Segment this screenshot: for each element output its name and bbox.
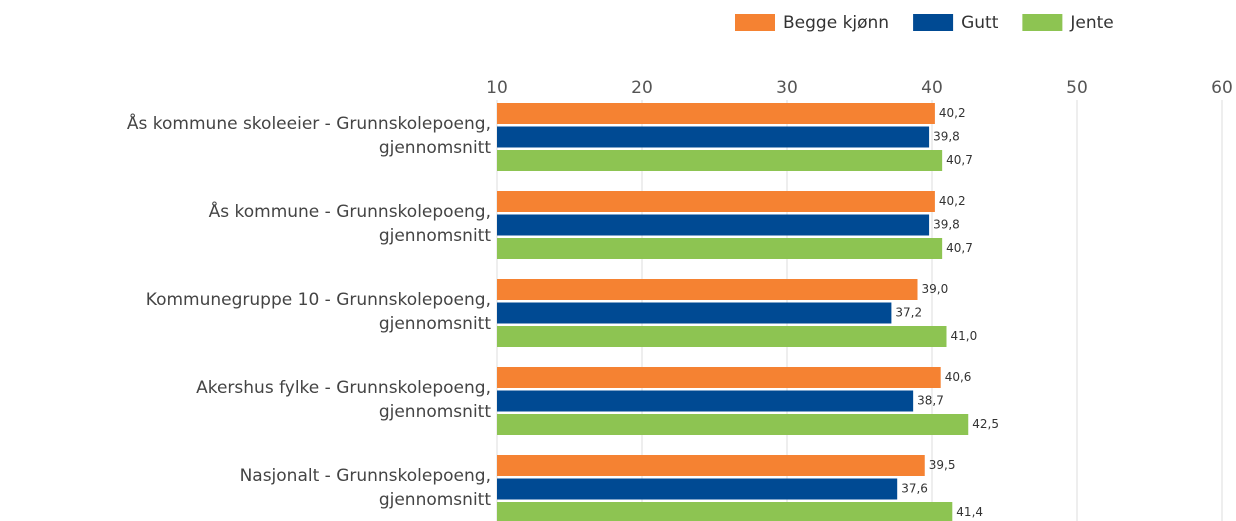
value-label: 38,7 [917, 394, 944, 408]
bar [497, 214, 930, 236]
value-label: 39,8 [933, 130, 960, 144]
category-label: Kommunegruppe 10 - Grunnskolepoeng, [146, 290, 491, 310]
x-tick-label: 30 [776, 78, 798, 98]
bar [497, 103, 935, 124]
legend-swatch [913, 14, 954, 31]
bar [497, 126, 930, 148]
bar [497, 150, 943, 171]
category-label: Nasjonalt - Grunnskolepoeng, [240, 466, 491, 486]
x-tick-label: 60 [1211, 78, 1233, 98]
bar [497, 191, 935, 212]
value-label: 41,0 [951, 329, 978, 343]
category-label: gjennomsnitt [379, 138, 492, 158]
category-label: Akershus fylke - Grunnskolepoeng, [196, 378, 491, 398]
bar [497, 390, 914, 412]
legend-label: Gutt [961, 13, 999, 33]
bar [497, 455, 925, 476]
category-label: Ås kommune skoleeier - Grunnskolepoeng, [127, 112, 491, 134]
bar [497, 302, 892, 324]
category-label: Ås kommune - Grunnskolepoeng, [209, 200, 491, 222]
value-label: 39,0 [922, 282, 949, 296]
legend-swatch [735, 14, 775, 31]
value-label: 40,2 [939, 194, 966, 208]
value-label: 40,6 [945, 370, 972, 384]
value-label: 39,5 [929, 458, 956, 472]
category-label: gjennomsnitt [379, 490, 492, 510]
legend-label: Begge kjønn [783, 13, 889, 33]
value-label: 40,7 [946, 241, 973, 255]
category-label: gjennomsnitt [379, 402, 492, 422]
bar [497, 414, 969, 435]
category-label: gjennomsnitt [379, 226, 492, 246]
bar [497, 326, 947, 347]
bar [497, 279, 918, 300]
value-label: 40,2 [939, 106, 966, 120]
x-tick-label: 20 [631, 78, 653, 98]
value-label: 39,8 [933, 218, 960, 232]
value-label: 37,6 [901, 482, 928, 496]
x-tick-label: 10 [486, 78, 508, 98]
legend-label: Jente [1069, 13, 1113, 33]
category-label: gjennomsnitt [379, 314, 492, 334]
bar [497, 502, 953, 521]
value-label: 37,2 [895, 306, 922, 320]
value-label: 42,5 [972, 417, 999, 431]
value-label: 40,7 [946, 153, 973, 167]
bar [497, 478, 898, 500]
x-tick-label: 40 [921, 78, 943, 98]
bar [497, 367, 941, 388]
legend-swatch [1022, 14, 1063, 31]
value-label: 41,4 [956, 505, 983, 519]
bar [497, 238, 943, 259]
x-tick-label: 50 [1066, 78, 1088, 98]
